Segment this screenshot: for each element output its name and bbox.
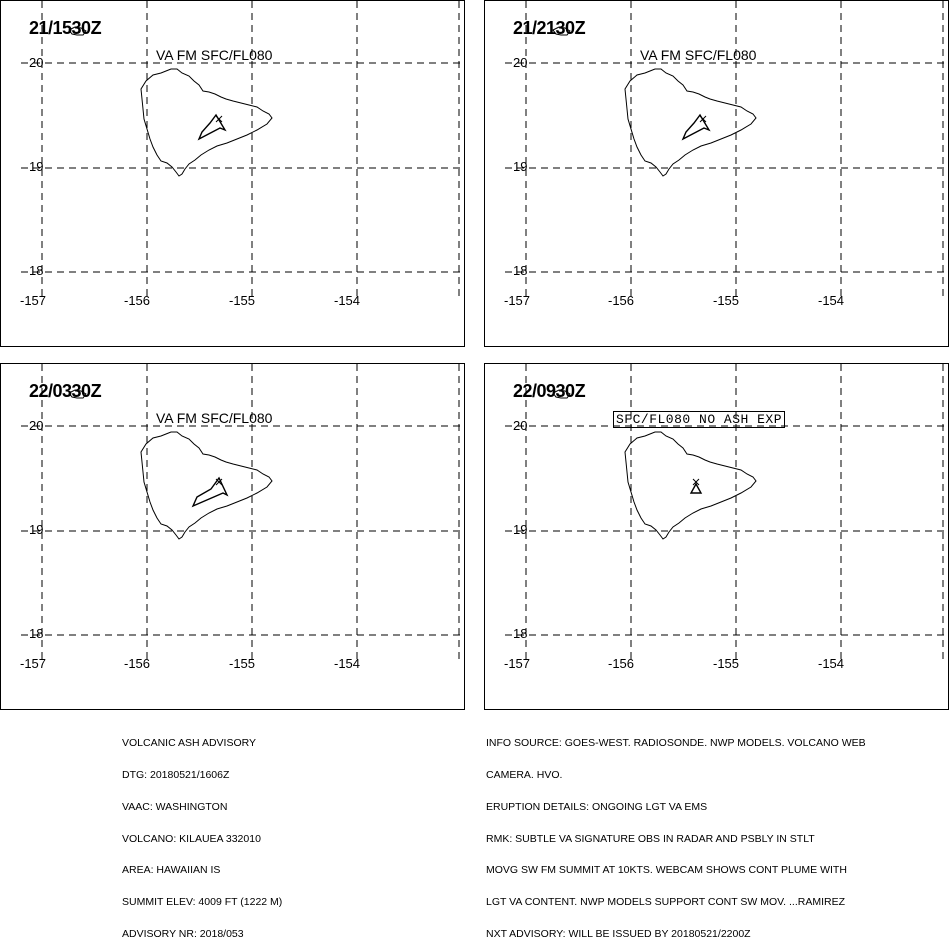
lon-label-156: -156 [124, 656, 151, 671]
big-island-coastline [140, 68, 273, 177]
map-graphic [505, 1, 948, 301]
map-graphic [505, 364, 948, 664]
lon-label-154: -154 [334, 656, 361, 671]
panel-time: 21/2130Z [513, 18, 586, 38]
advisory-volcano: VOLCANO: KILAUEA 332010 [122, 832, 261, 845]
map-graphic [21, 364, 464, 664]
advisory-title: VOLCANIC ASH ADVISORY [122, 737, 257, 750]
ash-plume-polygon [197, 113, 227, 141]
remarks-line-1: RMK: SUBTLE VA SIGNATURE OBS IN RADAR AN… [486, 832, 815, 845]
lon-label-156: -156 [124, 293, 151, 308]
map-graphic [21, 1, 464, 301]
lon-label-155: -155 [229, 293, 256, 308]
lon-label-157: -157 [504, 293, 531, 308]
lat-label-19: 19 [29, 159, 44, 174]
remarks-line-3: LGT VA CONTENT. NWP MODELS SUPPORT CONT … [486, 896, 846, 909]
lon-label-155: -155 [713, 293, 740, 308]
advisory-vaac: VAAC: WASHINGTON [122, 800, 228, 813]
eruption-details: ERUPTION DETAILS: ONGOING LGT VA EMS [486, 800, 708, 813]
panel-time: 22/0330Z [29, 381, 102, 401]
lon-label-155: -155 [713, 656, 740, 671]
panel-time: 21/1530Z [29, 18, 102, 38]
info-source-line-2: CAMERA. HVO. [486, 768, 563, 781]
maui-coastline [552, 26, 571, 36]
info-source-line-1: INFO SOURCE: GOES-WEST. RADIOSONDE. NWP … [486, 737, 866, 750]
next-advisory: NXT ADVISORY: WILL BE ISSUED BY 20180521… [486, 927, 751, 940]
summit-x-icon [215, 115, 223, 123]
lat-label-18: 18 [513, 263, 528, 278]
forecast-panel-3: 22/0330Z VA FM SFC/FL080 20 19 18 -157 -… [0, 363, 465, 710]
forecast-panel-1: 21/1530Z VA FM SFC/FL080 20 19 18 -157 -… [0, 0, 465, 347]
lat-label-20: 20 [29, 418, 44, 433]
lat-label-18: 18 [29, 263, 44, 278]
lon-label-157: -157 [20, 656, 47, 671]
advisory-details-block: INFO SOURCE: GOES-WEST. RADIOSONDE. NWP … [486, 717, 866, 950]
panel-time: 22/0930Z [513, 381, 586, 401]
lon-label-155: -155 [229, 656, 256, 671]
volcano-marker [689, 482, 703, 494]
advisory-dtg: DTG: 20180521/1606Z [122, 768, 230, 781]
lon-label-154: -154 [818, 656, 845, 671]
lat-label-20: 20 [29, 55, 44, 70]
remarks-line-2: MOVG SW FM SUMMIT AT 10KTS. WEBCAM SHOWS… [486, 864, 847, 877]
ash-plume-polygon [681, 113, 711, 141]
ash-label: VA FM SFC/FL080 [156, 47, 273, 63]
ash-plume-polygon [191, 476, 229, 508]
lat-label-20: 20 [513, 55, 528, 70]
maui-coastline [68, 26, 87, 36]
lon-label-157: -157 [504, 656, 531, 671]
advisory-number: ADVISORY NR: 2018/053 [122, 927, 244, 940]
lon-label-156: -156 [608, 293, 635, 308]
forecast-panel-4: 22/0930Z SFC/FL080 NO ASH EXP 20 19 18 -… [484, 363, 949, 710]
ash-label-boxed: SFC/FL080 NO ASH EXP [613, 411, 786, 428]
lat-label-18: 18 [513, 626, 528, 641]
ash-label: VA FM SFC/FL080 [156, 410, 273, 426]
ash-label: VA FM SFC/FL080 [640, 47, 757, 63]
maui-coastline [68, 389, 87, 399]
lon-label-154: -154 [818, 293, 845, 308]
advisory-header-block: VOLCANIC ASH ADVISORY DTG: 20180521/1606… [122, 717, 282, 950]
maui-coastline [552, 389, 571, 399]
lat-label-19: 19 [513, 522, 528, 537]
big-island-coastline [624, 431, 757, 540]
lat-label-20: 20 [513, 418, 528, 433]
big-island-coastline [624, 68, 757, 177]
lon-label-154: -154 [334, 293, 361, 308]
summit-x-icon [692, 478, 700, 486]
lat-label-19: 19 [29, 522, 44, 537]
lon-label-156: -156 [608, 656, 635, 671]
advisory-summit: SUMMIT ELEV: 4009 FT (1222 M) [122, 896, 283, 909]
lat-label-19: 19 [513, 159, 528, 174]
forecast-panel-2: 21/2130Z VA FM SFC/FL080 20 19 18 -157 -… [484, 0, 949, 347]
summit-x-icon [699, 115, 707, 123]
advisory-area: AREA: HAWAIIAN IS [122, 864, 221, 877]
lat-label-18: 18 [29, 626, 44, 641]
big-island-coastline [140, 431, 273, 540]
lon-label-157: -157 [20, 293, 47, 308]
summit-x-icon [215, 478, 223, 486]
